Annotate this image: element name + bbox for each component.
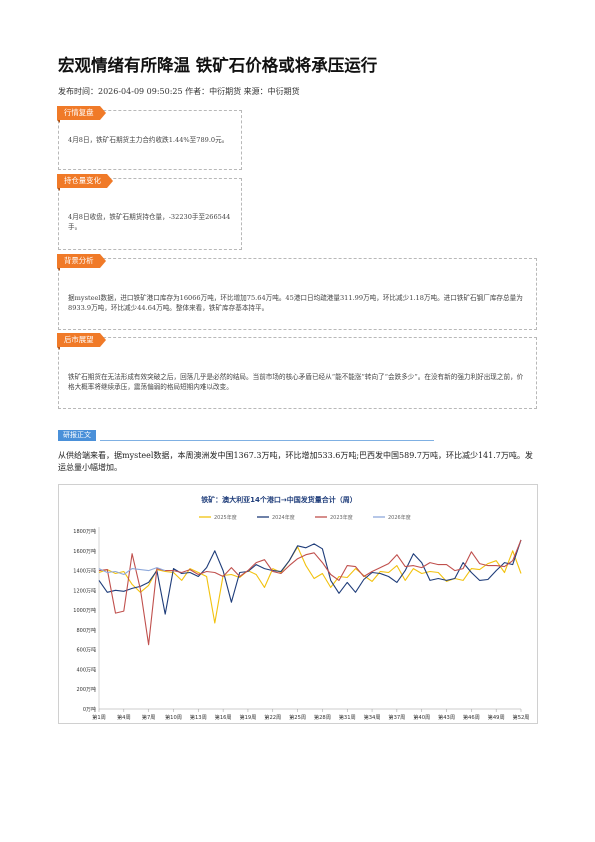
x-tick-label: 第1周: [92, 713, 106, 721]
x-axis: 第1周 第4周 第7周 第10周 第13周 第16周 第19周 第22周 第25周 第28周 第31…: [92, 708, 530, 721]
y-tick-label: 1600万吨: [73, 548, 96, 555]
legend-label: 2023年度: [330, 514, 353, 521]
y-tick-label: 0万吨: [83, 706, 96, 713]
position-change-box: 持仓量变化 4月8日收盘，铁矿石期货持仓量，-32230手至266544手。: [57, 174, 242, 250]
background-box: 背景分析 据mysteel数据，进口铁矿港口库存为16066万吨，环比增加75.…: [57, 254, 537, 330]
y-tick-label: 800万吨: [76, 627, 96, 634]
chart-legend: 2025年度 2024年度 2023年度 2026年度: [199, 514, 411, 521]
x-tick-label: 第31周: [339, 713, 356, 721]
research-tag: 研报正文: [58, 430, 96, 441]
x-tick-label: 第22周: [264, 713, 281, 721]
x-tick-label: 第4周: [117, 713, 131, 721]
x-tick-label: 第34周: [364, 713, 381, 721]
x-tick-label: 第46周: [463, 713, 480, 721]
market-review-text: 4月8日，铁矿石期货主力合约收跌1.44%至789.0元。: [68, 136, 229, 144]
series-line-2024年度: [98, 539, 522, 615]
position-change-tag: 持仓量变化: [57, 174, 113, 191]
article-title: 宏观情绪有所降温 铁矿石价格或将承压运行: [58, 56, 378, 75]
legend-label: 2026年度: [388, 514, 411, 521]
y-tick-label: 1400万吨: [73, 568, 96, 575]
chart-lines: [98, 539, 522, 646]
series-line-2026年度: [98, 567, 166, 576]
chart-title: 铁矿：澳大利亚14个港口→中国发货量合计（周）: [201, 495, 357, 504]
research-divider: [100, 440, 434, 441]
shipment-chart: 铁矿：澳大利亚14个港口→中国发货量合计（周） 2025年度 2024年度 2023…: [58, 484, 538, 724]
chart-svg: 铁矿：澳大利亚14个港口→中国发货量合计（周） 2025年度 2024年度 2023…: [73, 495, 530, 721]
research-text: 从供给端来看，据mysteel数据，本周澳洲发中国1367.3万吨，环比增加53…: [58, 451, 533, 472]
x-tick-label: 第49周: [488, 713, 505, 721]
x-tick-label: 第7周: [142, 713, 156, 721]
y-axis: 0万吨 200万吨 400万吨 600万吨 800万吨 1000万吨 1200万吨 1400万…: [73, 527, 100, 713]
x-tick-label: 第10周: [165, 713, 182, 721]
y-tick-label: 600万吨: [76, 647, 96, 654]
y-tick-label: 1200万吨: [73, 587, 96, 594]
x-tick-label: 第13周: [190, 713, 207, 721]
series-line-2023年度: [98, 539, 522, 646]
market-review-tag: 行情复盘: [57, 106, 106, 123]
legend-label: 2024年度: [272, 514, 295, 521]
y-tick-label: 400万吨: [76, 666, 96, 673]
x-tick-label: 第43周: [438, 713, 455, 721]
market-review-box: 行情复盘 4月8日，铁矿石期货主力合约收跌1.44%至789.0元。: [57, 106, 242, 170]
x-tick-label: 第19周: [239, 713, 256, 721]
x-tick-label: 第28周: [314, 713, 331, 721]
background-text: 据mysteel数据，进口铁矿港口库存为16066万吨，环比增加75.64万吨。…: [68, 294, 523, 312]
series-line-2025年度: [98, 546, 522, 624]
x-tick-label: 第25周: [289, 713, 306, 721]
y-tick-label: 1800万吨: [73, 528, 96, 535]
x-tick-label: 第40周: [413, 713, 430, 721]
x-tick-label: 第52周: [513, 713, 530, 721]
outlook-text: 铁矿石期货在无法形成有效突破之后，回落几乎是必然的结局。当前市场的核心矛盾已经从…: [68, 373, 524, 391]
y-tick-label: 1000万吨: [73, 607, 96, 614]
outlook-tag: 后市展望: [57, 333, 106, 350]
background-tag: 背景分析: [57, 254, 106, 271]
x-tick-label: 第37周: [388, 713, 405, 721]
y-tick-label: 200万吨: [76, 686, 96, 693]
x-tick-label: 第16周: [215, 713, 232, 721]
outlook-box: 后市展望 铁矿石期货在无法形成有效突破之后，回落几乎是必然的结局。当前市场的核心…: [57, 333, 537, 409]
position-change-text: 4月8日收盘，铁矿石期货持仓量，-32230手至266544手。: [68, 213, 231, 231]
legend-label: 2025年度: [214, 514, 237, 521]
article-meta: 发布时间：2026-04-09 09:50:25 作者：中衍期货 来源：中衍期货: [58, 87, 300, 96]
